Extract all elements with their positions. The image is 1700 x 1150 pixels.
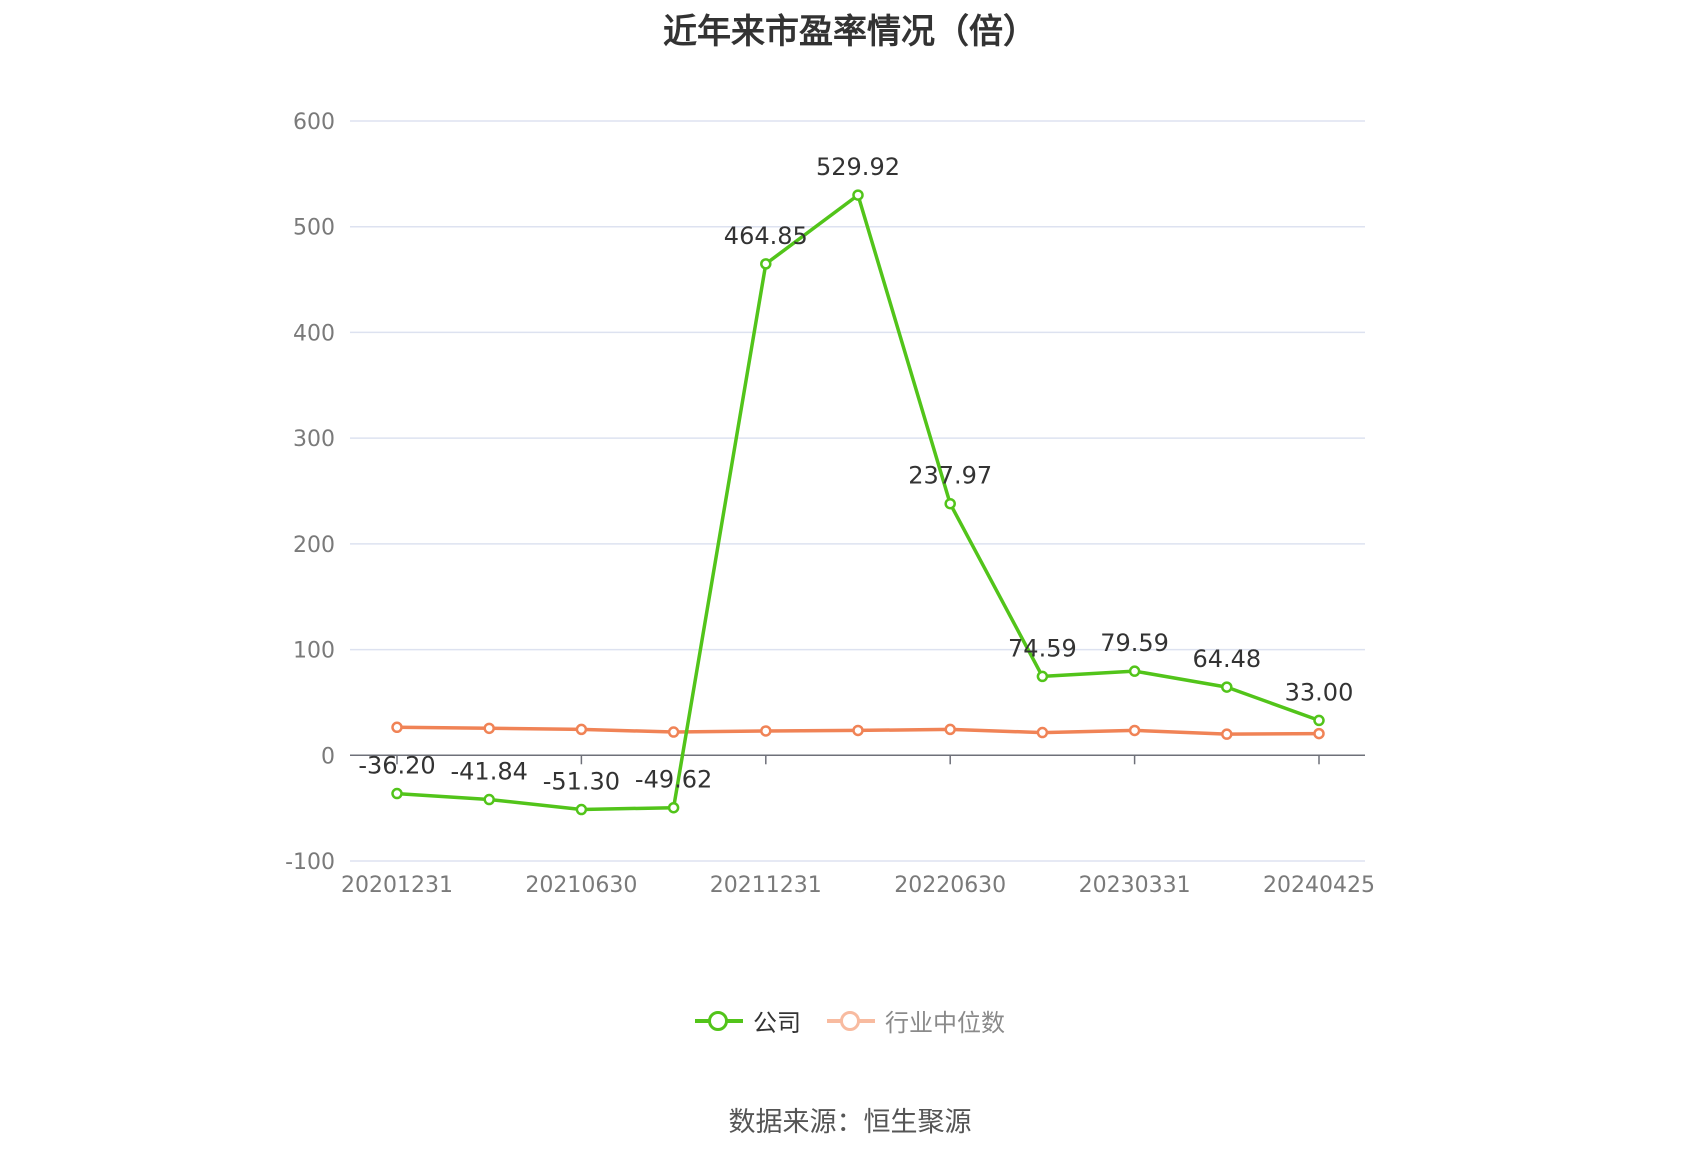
company-point	[575, 803, 588, 816]
x-tick-label: 20230331	[1079, 873, 1191, 898]
legend-company-label: 公司	[753, 1009, 801, 1037]
industry-point	[1036, 726, 1049, 739]
y-tick-label: 200	[293, 533, 335, 558]
x-tick-label: 20220630	[894, 873, 1006, 898]
grid-lines	[350, 120, 1365, 862]
company-data-label: 529.92	[816, 153, 900, 181]
series-lines	[391, 189, 1325, 816]
company-data-label: 79.59	[1100, 629, 1169, 657]
y-tick-label: 400	[293, 321, 335, 346]
company-data-label: -51.30	[543, 768, 620, 796]
x-tick-label: 20201231	[341, 873, 453, 898]
industry-point	[944, 723, 956, 736]
company-point	[667, 801, 680, 814]
y-tick-label: -100	[285, 850, 335, 875]
legend: 公司 行业中位数	[0, 1003, 1700, 1038]
source-note: 数据来源：恒生聚源	[728, 1107, 972, 1138]
industry-point	[483, 722, 495, 735]
company-point	[483, 793, 495, 806]
company-data-label: -41.84	[451, 758, 528, 786]
company-data-label: -36.20	[358, 752, 435, 780]
industry-point	[575, 723, 588, 736]
legend-industry-label: 行业中位数	[885, 1009, 1005, 1037]
company-data-label: 64.48	[1192, 645, 1261, 673]
company-data-label: 33.00	[1285, 678, 1354, 706]
x-tick-label: 20211231	[710, 873, 822, 898]
industry-point	[1221, 728, 1233, 740]
company-point	[944, 497, 956, 510]
axes: -100 0 100 200 300 400 500 600 20201231 20210630 2…	[285, 110, 1375, 898]
company-point	[1313, 714, 1325, 727]
company-point	[1036, 670, 1049, 683]
y-tick-label: 500	[293, 216, 335, 241]
industry-point	[391, 721, 403, 734]
legend-item-industry-median[interactable]: 行业中位数	[827, 1003, 1005, 1038]
data-labels: -36.20 -41.84 -51.30 -49.62 464.85 529.92 237.…	[358, 153, 1353, 795]
company-point	[1221, 681, 1233, 693]
company-point	[391, 787, 403, 800]
company-data-label: 464.85	[724, 222, 808, 250]
industry-point	[667, 726, 680, 738]
x-tick-label: 20240425	[1263, 873, 1375, 898]
company-point	[1128, 665, 1141, 677]
legend-company-swatch-icon	[695, 1009, 743, 1033]
company-series-line	[396, 193, 1320, 812]
industry-point	[760, 725, 772, 737]
legend-industry-swatch-icon	[827, 1009, 875, 1033]
x-tick-label: 20210630	[525, 873, 637, 898]
company-data-label: -49.62	[635, 766, 712, 794]
company-data-label: 237.97	[908, 462, 992, 490]
y-tick-label: 0	[321, 744, 335, 769]
industry-point	[1128, 724, 1141, 737]
y-tick-label: 300	[293, 427, 335, 452]
legend-item-company[interactable]: 公司	[695, 1003, 801, 1038]
y-tick-label: 100	[293, 639, 335, 664]
industry-point	[1313, 727, 1325, 740]
industry-point	[852, 724, 864, 737]
chart-title: 近年来市盈率情况（倍）	[663, 12, 1037, 52]
company-point	[760, 258, 772, 270]
company-data-label: 74.59	[1008, 634, 1077, 662]
company-point	[852, 189, 864, 201]
y-tick-label: 600	[293, 110, 335, 135]
